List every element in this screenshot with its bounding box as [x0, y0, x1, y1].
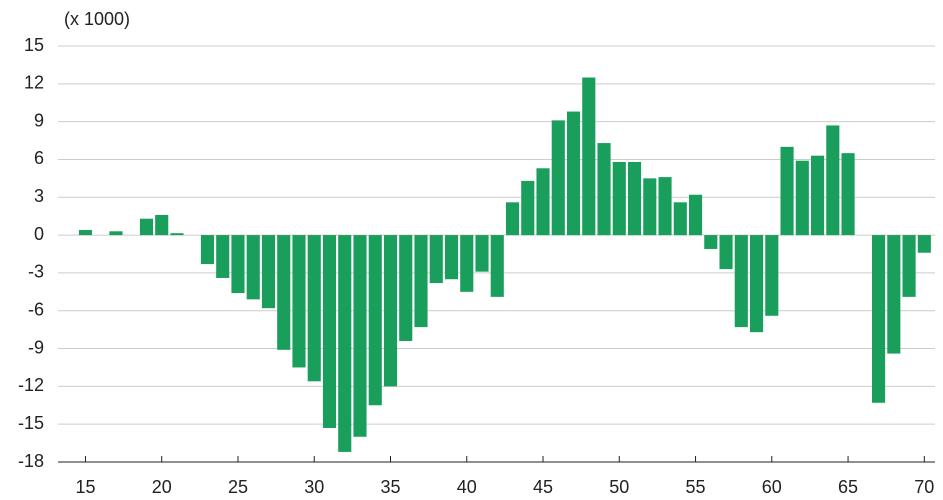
bar [78, 230, 93, 236]
x-tick-label: 60 [762, 477, 782, 497]
bar [521, 180, 535, 236]
y-tick-label: -3 [28, 262, 44, 282]
bar [414, 235, 428, 328]
x-tick-label: 30 [304, 477, 324, 497]
bar [551, 120, 565, 236]
x-tick-label: 20 [152, 477, 172, 497]
bar [170, 233, 184, 236]
bar [261, 235, 276, 309]
bar [109, 231, 123, 236]
bar [216, 235, 230, 278]
bar [139, 218, 154, 236]
bar [155, 214, 169, 236]
x-tick-label: 65 [838, 477, 858, 497]
bar [704, 235, 718, 249]
bar [429, 235, 443, 283]
y-tick-label: 6 [34, 148, 44, 168]
x-tick-label: 35 [380, 477, 400, 497]
bar [841, 153, 855, 236]
y-tick-label: 9 [34, 110, 44, 130]
y-tick-label: 12 [24, 73, 44, 93]
bar [582, 77, 596, 236]
bar [322, 235, 337, 428]
bar [460, 235, 474, 292]
y-tick-label: -15 [18, 413, 44, 433]
x-tick-label: 40 [457, 477, 477, 497]
x-tick-label: 15 [75, 477, 95, 497]
bar [810, 155, 825, 236]
bar [612, 161, 626, 236]
bar [475, 235, 489, 272]
bar [688, 194, 703, 236]
bar [200, 235, 215, 265]
bar [826, 125, 840, 236]
bar [231, 235, 245, 294]
bar [795, 160, 809, 236]
y-tick-label: 3 [34, 186, 44, 206]
bar [505, 202, 520, 236]
y-tick-label: -12 [18, 375, 44, 395]
bar [307, 235, 321, 382]
bar [490, 235, 504, 297]
x-tick-label: 25 [228, 477, 248, 497]
bar [368, 235, 382, 406]
unit-annotation: (x 1000) [64, 9, 130, 29]
x-tick-label: 45 [533, 477, 553, 497]
bar [566, 111, 581, 236]
y-tick-label: -9 [28, 337, 44, 357]
bar [292, 235, 306, 368]
bar [887, 235, 901, 354]
bar [643, 178, 657, 236]
bar [246, 235, 260, 300]
bar [338, 235, 352, 452]
bar [917, 235, 931, 253]
bar [444, 235, 459, 280]
bar [536, 168, 550, 236]
bar [627, 161, 642, 236]
x-tick-label: 50 [609, 477, 629, 497]
x-tick-label: 55 [686, 477, 706, 497]
y-tick-label: -18 [18, 451, 44, 471]
bar [872, 235, 886, 403]
y-tick-label: -6 [28, 299, 44, 319]
bar [658, 177, 672, 236]
y-tick-label: 15 [24, 35, 44, 55]
bar [765, 235, 779, 316]
bar [902, 235, 916, 297]
bar [399, 235, 413, 341]
bar [734, 235, 748, 328]
bar [277, 235, 291, 350]
y-tick-label: 0 [34, 224, 44, 244]
bar [597, 143, 611, 236]
x-tick-label: 70 [914, 477, 934, 497]
bar [383, 235, 398, 387]
bar [719, 235, 733, 270]
bar [673, 202, 687, 236]
bar [749, 235, 764, 333]
bar [353, 235, 367, 437]
bar [780, 146, 794, 236]
